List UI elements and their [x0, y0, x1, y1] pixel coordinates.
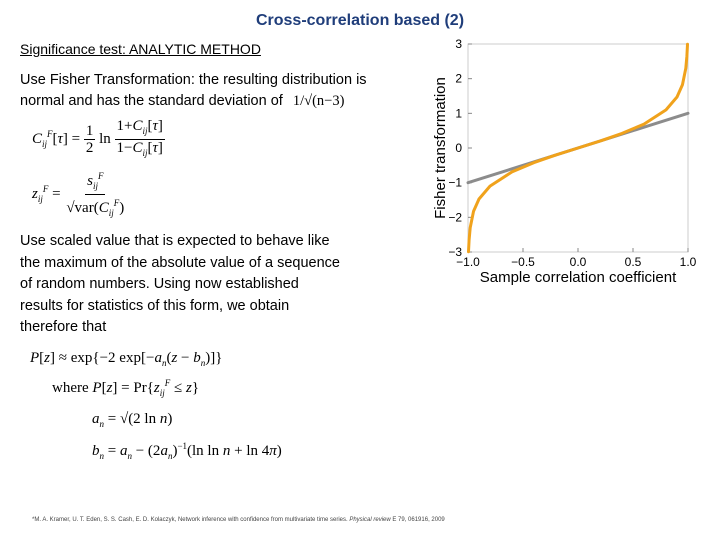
x-tick-label: 0.0	[570, 255, 587, 269]
y-tick-label: 1	[455, 106, 462, 120]
zscore-formula: zijF = sijF √var(CijF)	[32, 168, 126, 221]
std-formula: 1/√(n−3)	[292, 93, 345, 109]
y-axis-label: Fisher transformation	[432, 77, 449, 219]
footnote: *M. A. Kramer, U. T. Eden, S. S. Cash, E…	[32, 517, 445, 523]
fisher-paragraph: Use Fisher Transformation: the resulting…	[20, 70, 440, 112]
fisher-line-1: Use Fisher Transformation: the resulting…	[20, 72, 367, 88]
series-layer	[466, 42, 690, 254]
prob-formula: P[z] ≈ exp{−2 exp[−an(z − bn)]}	[30, 350, 223, 368]
where-formula: where P[z] = Pr{zijF ≤ z}	[52, 378, 200, 398]
slide-subtitle: Significance test: ANALYTIC METHOD	[20, 41, 261, 57]
scaled-paragraph: Use scaled value that is expected to beh…	[20, 233, 340, 335]
x-axis-label: Sample correlation coefficient	[480, 269, 677, 286]
fisher-line-2: normal and has the standard deviation of…	[20, 93, 345, 109]
fisher-chart: 3 2 1 0 −1 −2 −3 −1.0 −0.5 0.0 0.5 1.0 Fisher tran…	[432, 37, 697, 286]
y-tick-label: −2	[448, 210, 462, 224]
series-line-arctanh	[467, 42, 689, 254]
an-formula: an = √(2 ln n)	[92, 411, 173, 429]
y-tick-label: −1	[448, 176, 462, 190]
bn-formula: bn = an − (2an)−1(ln ln n + ln 4π)	[92, 441, 282, 461]
y-tick-label: 0	[455, 141, 462, 155]
y-tick-label: −3	[448, 245, 462, 259]
slide-title: Cross-correlation based (2)	[255, 12, 465, 29]
x-ticks: −1.0 −0.5 0.0 0.5 1.0	[456, 255, 697, 269]
y-tick-label: 3	[455, 37, 462, 51]
x-tick-label: −0.5	[511, 255, 535, 269]
y-tick-label: 2	[455, 72, 462, 86]
y-ticks: 3 2 1 0 −1 −2 −3	[448, 37, 462, 259]
x-tick-label: −1.0	[456, 255, 480, 269]
x-tick-label: 0.5	[625, 255, 642, 269]
x-tick-label: 1.0	[680, 255, 697, 269]
